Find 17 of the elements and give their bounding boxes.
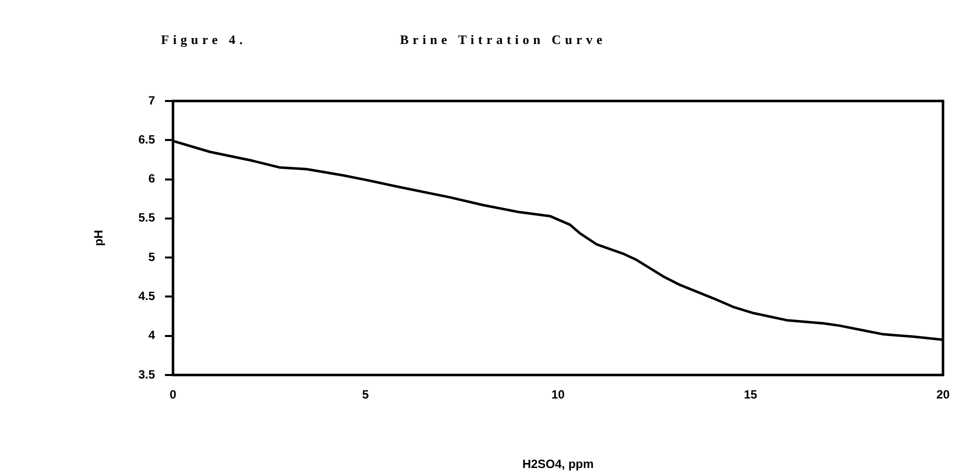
x-tick-label: 20 xyxy=(936,387,950,402)
y-tick-label: 5 xyxy=(148,250,156,264)
x-tick-label: 15 xyxy=(744,387,758,402)
y-tick-label: 7 xyxy=(148,93,156,108)
y-tick-label: 3.5 xyxy=(138,367,156,382)
x-tick-label: 10 xyxy=(551,387,565,402)
y-tick-label: 6 xyxy=(148,172,156,186)
y-tick-label: 4 xyxy=(148,328,156,342)
x-tick-label: 0 xyxy=(170,387,177,402)
x-axis-title: H2SO4, ppm xyxy=(522,457,594,472)
y-tick-label: 5.5 xyxy=(138,210,156,225)
y-tick-label: 4.5 xyxy=(138,289,156,304)
y-axis-title: pH xyxy=(92,230,106,246)
x-tick-label: 5 xyxy=(362,387,370,402)
chart-subtitle: Brine Titration Curve xyxy=(400,32,606,48)
chart-title: Figure 4. xyxy=(161,32,247,48)
y-tick-label: 6.5 xyxy=(138,132,156,146)
